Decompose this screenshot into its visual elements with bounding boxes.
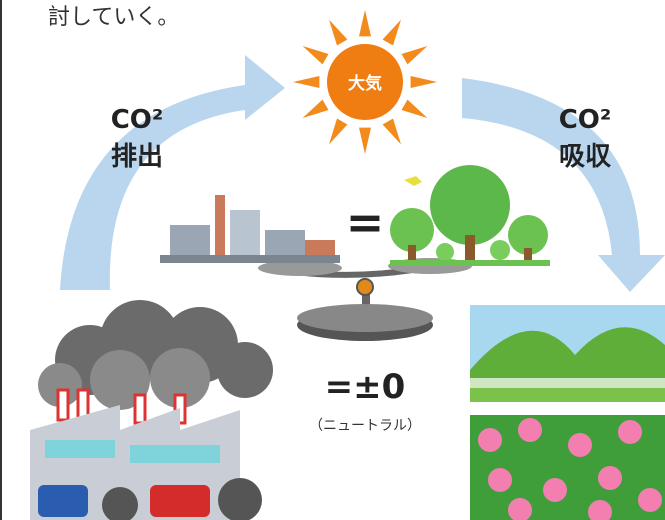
left-label-2: 排出 [111, 142, 163, 172]
illustration: 討していく。 CO² 排出 CO² 吸収 大気 [0, 0, 665, 520]
flower [518, 418, 542, 442]
flower [618, 420, 642, 444]
sun-ray [359, 10, 371, 36]
intro-text: 討していく。 [48, 5, 179, 30]
left-label-1: CO² [111, 105, 164, 135]
flower [598, 466, 622, 490]
sun-ray [303, 100, 329, 118]
sun-ray [411, 76, 437, 88]
right-label-1: CO² [559, 105, 612, 135]
flower [568, 433, 592, 457]
sun-ray [383, 119, 401, 145]
result: =±0 [325, 367, 406, 407]
sun-ray [329, 20, 347, 46]
flower [638, 488, 662, 512]
sun-ray [303, 46, 329, 64]
sun-ray [359, 128, 371, 154]
right-label-2: 吸収 [559, 142, 612, 172]
sun-ray [402, 100, 428, 118]
equals-sign: = [346, 195, 385, 249]
factory [30, 300, 273, 520]
flower [488, 468, 512, 492]
flower [478, 428, 502, 452]
flower-photo [470, 415, 665, 520]
sun-label: 大気 [348, 73, 382, 94]
sun-ray [402, 46, 428, 64]
sun-ray [329, 119, 347, 145]
sun-ray [383, 20, 401, 46]
flower [543, 478, 567, 502]
mountain-photo [470, 305, 665, 402]
sun-ray [293, 76, 319, 88]
result-note: （ニュートラル） [309, 418, 421, 434]
